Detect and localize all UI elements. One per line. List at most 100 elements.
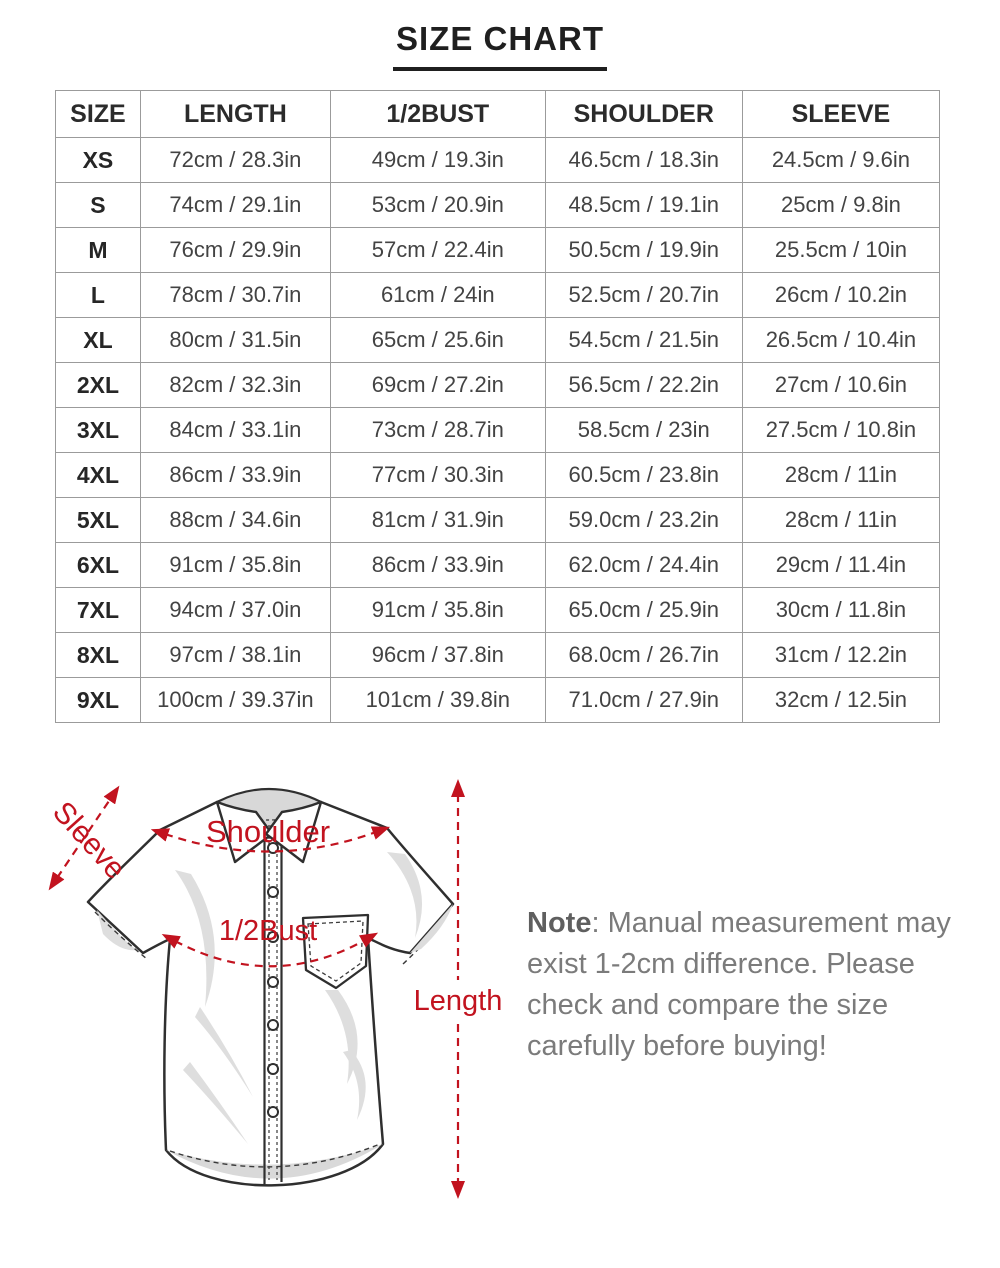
measurement-cell: 76cm / 29.9in (139, 227, 331, 273)
header-shoulder: SHOULDER (544, 90, 743, 138)
measurement-cell: 26.5cm / 10.4in (741, 317, 941, 363)
measurement-cell: 100cm / 39.37in (139, 677, 331, 723)
size-cell: M (55, 227, 141, 273)
table-row: 4XL 86cm / 33.9in 77cm / 30.3in 60.5cm / 23… (55, 452, 941, 498)
measurement-cell: 59.0cm / 23.2in (544, 497, 743, 543)
measurement-cell: 74cm / 29.1in (139, 182, 331, 228)
table-row: 7XL 94cm / 37.0in 91cm / 35.8in 65.0cm / 25… (55, 587, 941, 633)
table-row: 9XL 100cm / 39.37in 101cm / 39.8in 71.0cm /… (55, 677, 941, 723)
measurement-cell: 101cm / 39.8in (329, 677, 546, 723)
size-table: SIZE LENGTH 1/2BUST SHOULDER SLEEVE XS 72… (55, 90, 941, 723)
shoulder-label: Shoulder (206, 814, 330, 849)
measurement-cell: 69cm / 27.2in (329, 362, 546, 408)
measurement-cell: 62.0cm / 24.4in (544, 542, 743, 588)
table-row: 5XL 88cm / 34.6in 81cm / 31.9in 59.0cm / 23… (55, 497, 941, 543)
measurement-cell: 25.5cm / 10in (741, 227, 941, 273)
measurement-cell: 68.0cm / 26.7in (544, 632, 743, 678)
measurement-cell: 56.5cm / 22.2in (544, 362, 743, 408)
measurement-cell: 31cm / 12.2in (741, 632, 941, 678)
measurement-cell: 80cm / 31.5in (139, 317, 331, 363)
measurement-cell: 49cm / 19.3in (329, 137, 546, 183)
length-label: Length (414, 985, 503, 1017)
table-row: M 76cm / 29.9in 57cm / 22.4in 50.5cm / 19.9… (55, 227, 941, 273)
measurement-cell: 84cm / 33.1in (139, 407, 331, 453)
header-size: SIZE (55, 90, 141, 138)
note-label: Note (527, 907, 592, 939)
size-cell: 9XL (55, 677, 141, 723)
bust-label: 1/2Bust (219, 915, 317, 947)
measurement-cell: 78cm / 30.7in (139, 272, 331, 318)
measurement-cell: 91cm / 35.8in (139, 542, 331, 588)
size-cell: XL (55, 317, 141, 363)
size-table-body: XS 72cm / 28.3in 49cm / 19.3in 46.5cm / 18.… (55, 137, 941, 723)
table-row: 3XL 84cm / 33.1in 73cm / 28.7in 58.5cm / 23… (55, 407, 941, 453)
measurement-cell: 24.5cm / 9.6in (741, 137, 941, 183)
sleeve-label: Sleeve (46, 796, 132, 886)
measurement-note: Note: Manual measurement may exist 1-2cm… (527, 903, 975, 1067)
measurement-cell: 94cm / 37.0in (139, 587, 331, 633)
table-row: 6XL 91cm / 35.8in 86cm / 33.9in 62.0cm / 24… (55, 542, 941, 588)
shoulder-arrow (150, 826, 391, 853)
table-row: XL 80cm / 31.5in 65cm / 25.6in 54.5cm / 21.… (55, 317, 941, 363)
size-cell: 5XL (55, 497, 141, 543)
right-cuff-shade (410, 904, 453, 953)
measurement-cell: 77cm / 30.3in (329, 452, 546, 498)
header-sleeve: SLEEVE (741, 90, 941, 138)
measurement-cell: 27.5cm / 10.8in (741, 407, 941, 453)
header-bust: 1/2BUST (329, 90, 546, 138)
note-text: : Manual measurement may exist 1-2cm dif… (527, 907, 951, 1062)
measurement-cell: 72cm / 28.3in (139, 137, 331, 183)
measurement-cell: 86cm / 33.9in (139, 452, 331, 498)
size-cell: 7XL (55, 587, 141, 633)
measurement-cell: 50.5cm / 19.9in (544, 227, 743, 273)
size-cell: 4XL (55, 452, 141, 498)
size-cell: S (55, 182, 141, 228)
measurement-cell: 88cm / 34.6in (139, 497, 331, 543)
bust-arrow (161, 932, 379, 968)
measurement-cell: 28cm / 11in (741, 452, 941, 498)
measurement-cell: 29cm / 11.4in (741, 542, 941, 588)
measurement-cell: 30cm / 11.8in (741, 587, 941, 633)
measurement-cell: 27cm / 10.6in (741, 362, 941, 408)
size-cell: 3XL (55, 407, 141, 453)
measurement-cell: 53cm / 20.9in (329, 182, 546, 228)
measurement-cell: 61cm / 24in (329, 272, 546, 318)
table-row: XS 72cm / 28.3in 49cm / 19.3in 46.5cm / 18.… (55, 137, 941, 183)
measurement-cell: 97cm / 38.1in (139, 632, 331, 678)
table-row: 8XL 97cm / 38.1in 96cm / 37.8in 68.0cm / 26… (55, 632, 941, 678)
table-header-row: SIZE LENGTH 1/2BUST SHOULDER SLEEVE (55, 90, 941, 138)
measurement-cell: 96cm / 37.8in (329, 632, 546, 678)
page-title: SIZE CHART (393, 20, 607, 71)
measurement-cell: 91cm / 35.8in (329, 587, 546, 633)
measurement-cell: 28cm / 11in (741, 497, 941, 543)
table-row: S 74cm / 29.1in 53cm / 20.9in 48.5cm / 19.1… (55, 182, 941, 228)
table-row: 2XL 82cm / 32.3in 69cm / 27.2in 56.5cm / 22… (55, 362, 941, 408)
measurement-cell: 65cm / 25.6in (329, 317, 546, 363)
measurement-cell: 65.0cm / 25.9in (544, 587, 743, 633)
measurement-cell: 46.5cm / 18.3in (544, 137, 743, 183)
measurement-cell: 32cm / 12.5in (741, 677, 941, 723)
measurement-cell: 73cm / 28.7in (329, 407, 546, 453)
measurement-cell: 81cm / 31.9in (329, 497, 546, 543)
shirt-diagram: Sleeve Shoulder 1/2Bust Length (46, 779, 503, 1199)
measurement-cell: 54.5cm / 21.5in (544, 317, 743, 363)
measurement-cell: 52.5cm / 20.7in (544, 272, 743, 318)
size-cell: 2XL (55, 362, 141, 408)
measurement-cell: 60.5cm / 23.8in (544, 452, 743, 498)
header-length: LENGTH (139, 90, 331, 138)
shirt-shading (97, 852, 423, 1144)
measurement-cell: 25cm / 9.8in (741, 182, 941, 228)
measurement-cell: 82cm / 32.3in (139, 362, 331, 408)
size-cell: XS (55, 137, 141, 183)
measurement-cell: 58.5cm / 23in (544, 407, 743, 453)
measurement-cell: 26cm / 10.2in (741, 272, 941, 318)
size-cell: 6XL (55, 542, 141, 588)
measurement-cell: 86cm / 33.9in (329, 542, 546, 588)
size-cell: L (55, 272, 141, 318)
measurement-cell: 48.5cm / 19.1in (544, 182, 743, 228)
measurement-cell: 57cm / 22.4in (329, 227, 546, 273)
hem-shade (166, 1144, 383, 1179)
size-cell: 8XL (55, 632, 141, 678)
sleeve-arrow (48, 785, 120, 891)
